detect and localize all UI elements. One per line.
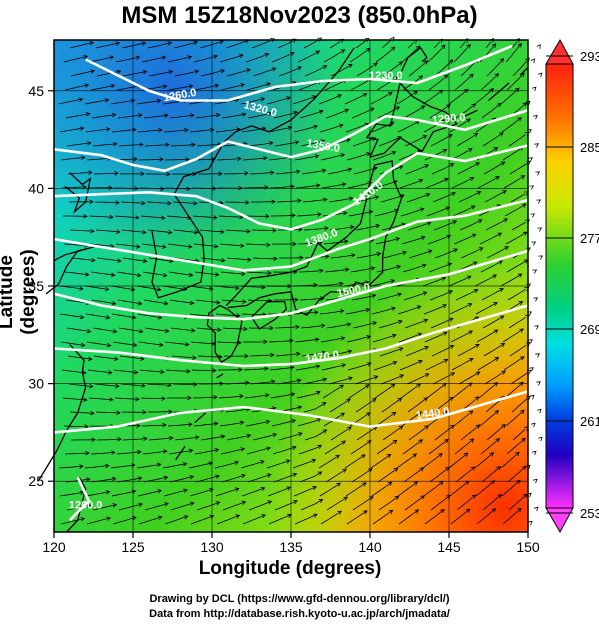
coastline <box>365 81 459 158</box>
x-tick-label: 130 <box>200 539 224 555</box>
coastline <box>224 47 355 142</box>
height-contour <box>53 249 529 321</box>
colorbar: 293 285 277 269 261 253 <box>545 38 599 534</box>
contour-label: 1200.0 <box>69 500 103 512</box>
coastline <box>194 412 207 424</box>
colorbar-tick-label: 277 <box>580 231 599 246</box>
y-tick-label: 30 <box>28 376 44 392</box>
coastline <box>488 82 510 101</box>
contour-label: 1470.0 <box>305 349 340 366</box>
colorbar-tick-label: 261 <box>580 414 599 429</box>
coastline <box>37 344 87 482</box>
contour-label: 1440.0 <box>415 406 450 423</box>
coastline <box>250 300 288 330</box>
height-contour <box>53 390 529 434</box>
x-tick-label: 145 <box>437 539 461 555</box>
footer-credit-drawing: Drawing by DCL (https://www.gfd-dennou.o… <box>149 593 450 605</box>
y-axis-ticks: 25 30 35 40 45 <box>28 83 54 489</box>
footer-credit-data: Data from http://database.rish.kyoto-u.a… <box>149 608 450 620</box>
height-contour <box>85 44 513 102</box>
coastline <box>401 46 428 72</box>
y-tick-label: 35 <box>28 278 44 294</box>
map-frame: 1440.01470.01500.01380.01410.01350.01290… <box>37 36 544 533</box>
y-tick-label: 25 <box>28 473 44 489</box>
contour-label: 1290.0 <box>431 112 466 127</box>
y-tick-label: 40 <box>28 180 44 196</box>
coastline <box>45 246 94 295</box>
height-contour <box>53 198 529 272</box>
x-axis-ticks: 120 125 130 135 140 145 150 <box>42 532 540 555</box>
height-contour <box>53 144 529 231</box>
coastline <box>464 109 478 117</box>
contour-label: 1230.0 <box>369 70 403 82</box>
coastline <box>151 143 224 299</box>
height-contour <box>53 109 529 173</box>
x-tick-label: 140 <box>358 539 382 555</box>
y-axis-label: Latitude (degrees) <box>0 249 39 335</box>
contour-label: 1260.0 <box>162 87 197 105</box>
coastline <box>519 66 529 76</box>
coastline <box>64 172 92 214</box>
colorbar-tick-label: 253 <box>580 506 599 521</box>
colorbar-tick-label: 293 <box>580 49 599 64</box>
colorbar-tick-label: 285 <box>580 140 599 155</box>
height-contour <box>68 476 91 522</box>
coastline <box>175 445 186 461</box>
chart-title: MSM 15Z18Nov2023 (850.0hPa) <box>121 2 478 29</box>
x-tick-label: 150 <box>516 539 540 555</box>
x-axis-label: Longitude (degrees) <box>198 558 382 579</box>
x-tick-label: 125 <box>121 539 145 555</box>
y-tick-label: 45 <box>28 83 44 99</box>
x-tick-label: 120 <box>42 539 66 555</box>
contour-label: 1350.0 <box>306 138 341 156</box>
coastline <box>206 304 243 363</box>
coastline <box>216 373 224 379</box>
colorbar-tick-label: 269 <box>580 322 599 337</box>
x-tick-label: 135 <box>279 539 303 555</box>
height-contour <box>53 304 529 368</box>
coastline <box>66 476 87 533</box>
